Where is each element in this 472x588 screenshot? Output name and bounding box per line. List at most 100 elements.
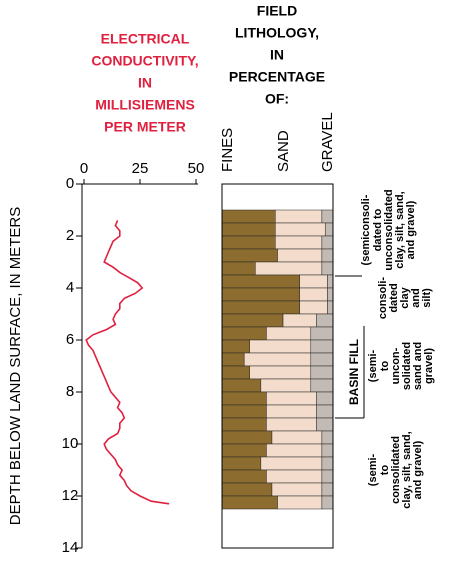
panel-title: PERCENTAGE	[229, 69, 325, 85]
lithology-segment	[243, 352, 312, 367]
lithology-segment	[255, 261, 323, 276]
annotation: clay, silt, sand,	[401, 431, 413, 508]
y-tick-label: 8	[66, 383, 74, 400]
lithology-segment	[221, 248, 278, 263]
annotation: and	[410, 288, 422, 308]
lithology-segment	[310, 365, 334, 380]
annotation: to	[379, 361, 391, 372]
lithology-segment	[321, 248, 334, 263]
lithology-segment	[316, 404, 334, 419]
annotation: gravel)	[423, 348, 435, 384]
column-label: GRAVEL	[319, 112, 336, 172]
lithology-segment	[221, 365, 250, 380]
lithology-segment	[316, 391, 334, 406]
lithology-segment	[221, 495, 278, 510]
lithology-segment	[221, 274, 300, 289]
panel-title: PER METER	[104, 119, 186, 135]
lithology-segment	[299, 274, 328, 289]
lithology-segment	[249, 365, 312, 380]
x-tick-label: 0	[80, 160, 88, 177]
lithology-segment	[266, 443, 323, 458]
panel-frame	[221, 183, 334, 549]
annotation: uncon-	[390, 347, 402, 384]
lithology-segment	[324, 222, 334, 237]
lithology-segment	[221, 300, 300, 315]
lithology-segment	[221, 222, 276, 237]
lithology-segment	[221, 430, 273, 445]
y-tick-label: 6	[66, 331, 74, 348]
lithology-segment	[221, 261, 256, 276]
lithology-segment	[275, 235, 323, 250]
panel-title: ELECTRICAL	[101, 31, 190, 47]
lithology-segment	[266, 404, 317, 419]
annotation: (semiconsoli-	[360, 194, 372, 265]
lithology-segment	[221, 209, 276, 224]
y-tick-label: 2	[66, 227, 74, 244]
lithology-segment	[310, 326, 334, 341]
annotation: (semi-	[367, 349, 379, 382]
lithology-segment	[275, 222, 326, 237]
lithology-segment	[221, 287, 300, 302]
y-tick-label: 14	[62, 539, 79, 556]
lithology-segment	[327, 274, 334, 289]
lithology-segment	[321, 443, 334, 458]
lithology-segment	[221, 404, 267, 419]
lithology-segment	[275, 209, 323, 224]
lithology-segment	[299, 287, 328, 302]
lithology-segment	[221, 313, 284, 328]
conductivity-line	[85, 220, 170, 505]
lithology-segment	[321, 209, 334, 224]
lithology-segment	[310, 352, 334, 367]
annotation: solidated	[401, 342, 413, 390]
lithology-segment	[221, 469, 267, 484]
annotation: consolidated	[390, 436, 402, 504]
panel-title: CONDUCTIVITY,	[91, 53, 198, 69]
y-axis-label: DEPTH BELOW LAND SURFACE, IN METERS	[7, 207, 24, 525]
lithology-segment	[266, 417, 317, 432]
lithology-segment	[221, 352, 245, 367]
panel-title: FIELD	[257, 3, 297, 19]
lithology-segment	[321, 482, 334, 497]
y-tick-label: 4	[66, 279, 74, 296]
lithology-segment	[310, 339, 334, 354]
lithology-segment	[221, 378, 262, 393]
unit-label: BASIN FILL	[347, 339, 361, 405]
annotation: dated to	[372, 208, 384, 251]
lithology-segment	[221, 417, 267, 432]
lithology-segment	[221, 326, 267, 341]
lithology-segment	[282, 313, 317, 328]
annotation: and gravel)	[405, 200, 417, 259]
column-label: SAND	[275, 130, 292, 172]
panel-title: IN	[138, 75, 152, 91]
annotation: clay	[399, 286, 411, 308]
lithology-segment	[260, 456, 323, 471]
annotation: to	[379, 465, 391, 476]
lithology-segment	[299, 300, 328, 315]
x-tick-label: 50	[188, 160, 205, 177]
lithology-segment	[316, 313, 334, 328]
y-tick-label: 12	[62, 487, 79, 504]
lithology-segment	[327, 287, 334, 302]
lithology-segment	[221, 443, 267, 458]
lithology-segment	[271, 430, 323, 445]
lithology-segment	[221, 482, 273, 497]
y-tick-label: 10	[62, 435, 79, 452]
lithology-segment	[266, 469, 323, 484]
lithology-segment	[266, 391, 317, 406]
lithology-segment	[277, 495, 323, 510]
lithology-segment	[221, 339, 250, 354]
x-tick-label: 25	[132, 160, 149, 177]
annotation: sand and	[412, 342, 424, 390]
lithology-segment	[271, 482, 323, 497]
lithology-segment	[321, 456, 334, 471]
lithology-segment	[277, 248, 323, 263]
annotation: clay, silt, sand,	[394, 191, 406, 268]
lithology-segment	[221, 235, 276, 250]
lithology-segment	[221, 391, 267, 406]
annotation: consoli-	[377, 277, 389, 320]
lithology-segment	[321, 469, 334, 484]
panel-title: OF:	[265, 91, 289, 107]
lithology-segment	[321, 261, 334, 276]
lithology-segment	[321, 495, 334, 510]
